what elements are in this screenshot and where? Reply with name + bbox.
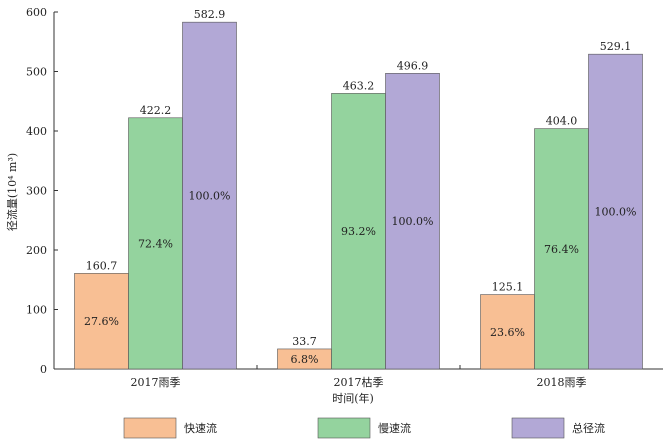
bar-value-label: 529.1 [600,40,632,53]
legend-label: 慢速流 [378,421,411,435]
bar-value-label: 496.9 [397,59,429,72]
bar-value-label: 160.7 [86,259,118,272]
bar-value-label: 33.7 [292,335,317,348]
y-tick-label: 400 [26,125,47,138]
bar-value-label: 463.2 [343,79,375,92]
y-tick-label: 200 [26,244,47,257]
legend-swatch [317,417,371,439]
bar-value-label: 422.2 [140,104,172,117]
y-tick-label: 300 [26,185,47,198]
bar-value-label: 125.1 [492,281,524,294]
bar-percent-label: 100.0% [392,215,434,228]
bars [74,21,643,370]
y-axis-title: 径流量(10⁴ m³) [5,153,19,231]
legend: 快速流 慢速流 总径流 [123,417,605,439]
x-axis-title: 时间(年) [332,391,374,405]
bar-percent-label: 93.2% [341,225,376,238]
bar-percent-label: 23.6% [490,326,525,339]
y-tick-label: 500 [26,66,47,79]
x-tick-label: 2018雨季 [537,376,587,389]
bar [385,73,440,370]
x-tick-label: 2017枯季 [334,375,384,389]
legend-swatch [123,417,177,439]
bar [182,21,237,370]
axes: 0 100 200 300 400 500 600 2017雨季 2017枯季 2018雨季 [26,6,663,389]
bar-labels: 160.7 27.6% 422.2 72.4% 582.9 100.0% 33.7 6.8% 4… [84,8,636,366]
legend-label: 总径流 [572,421,605,435]
bar-percent-label: 76.4% [544,243,579,256]
bar-value-label: 582.9 [194,8,226,21]
y-tick-label: 0 [40,363,47,376]
legend-swatch [511,417,565,439]
bar-percent-label: 100.0% [595,206,637,219]
legend-label: 快速流 [184,421,217,435]
bar-percent-label: 72.4% [138,237,173,250]
bar [331,93,386,370]
bar [534,128,589,370]
bar-value-label: 404.0 [546,115,578,128]
bar-percent-label: 100.0% [189,190,231,203]
y-tick-label: 600 [26,6,47,19]
y-tick-label: 100 [26,304,47,317]
x-tick-label: 2017雨季 [131,376,181,389]
bar [588,53,643,370]
bar-percent-label: 6.8% [291,353,319,366]
bar [480,294,535,370]
bar [74,273,129,370]
bar-percent-label: 27.6% [84,315,119,328]
bar [128,117,183,370]
